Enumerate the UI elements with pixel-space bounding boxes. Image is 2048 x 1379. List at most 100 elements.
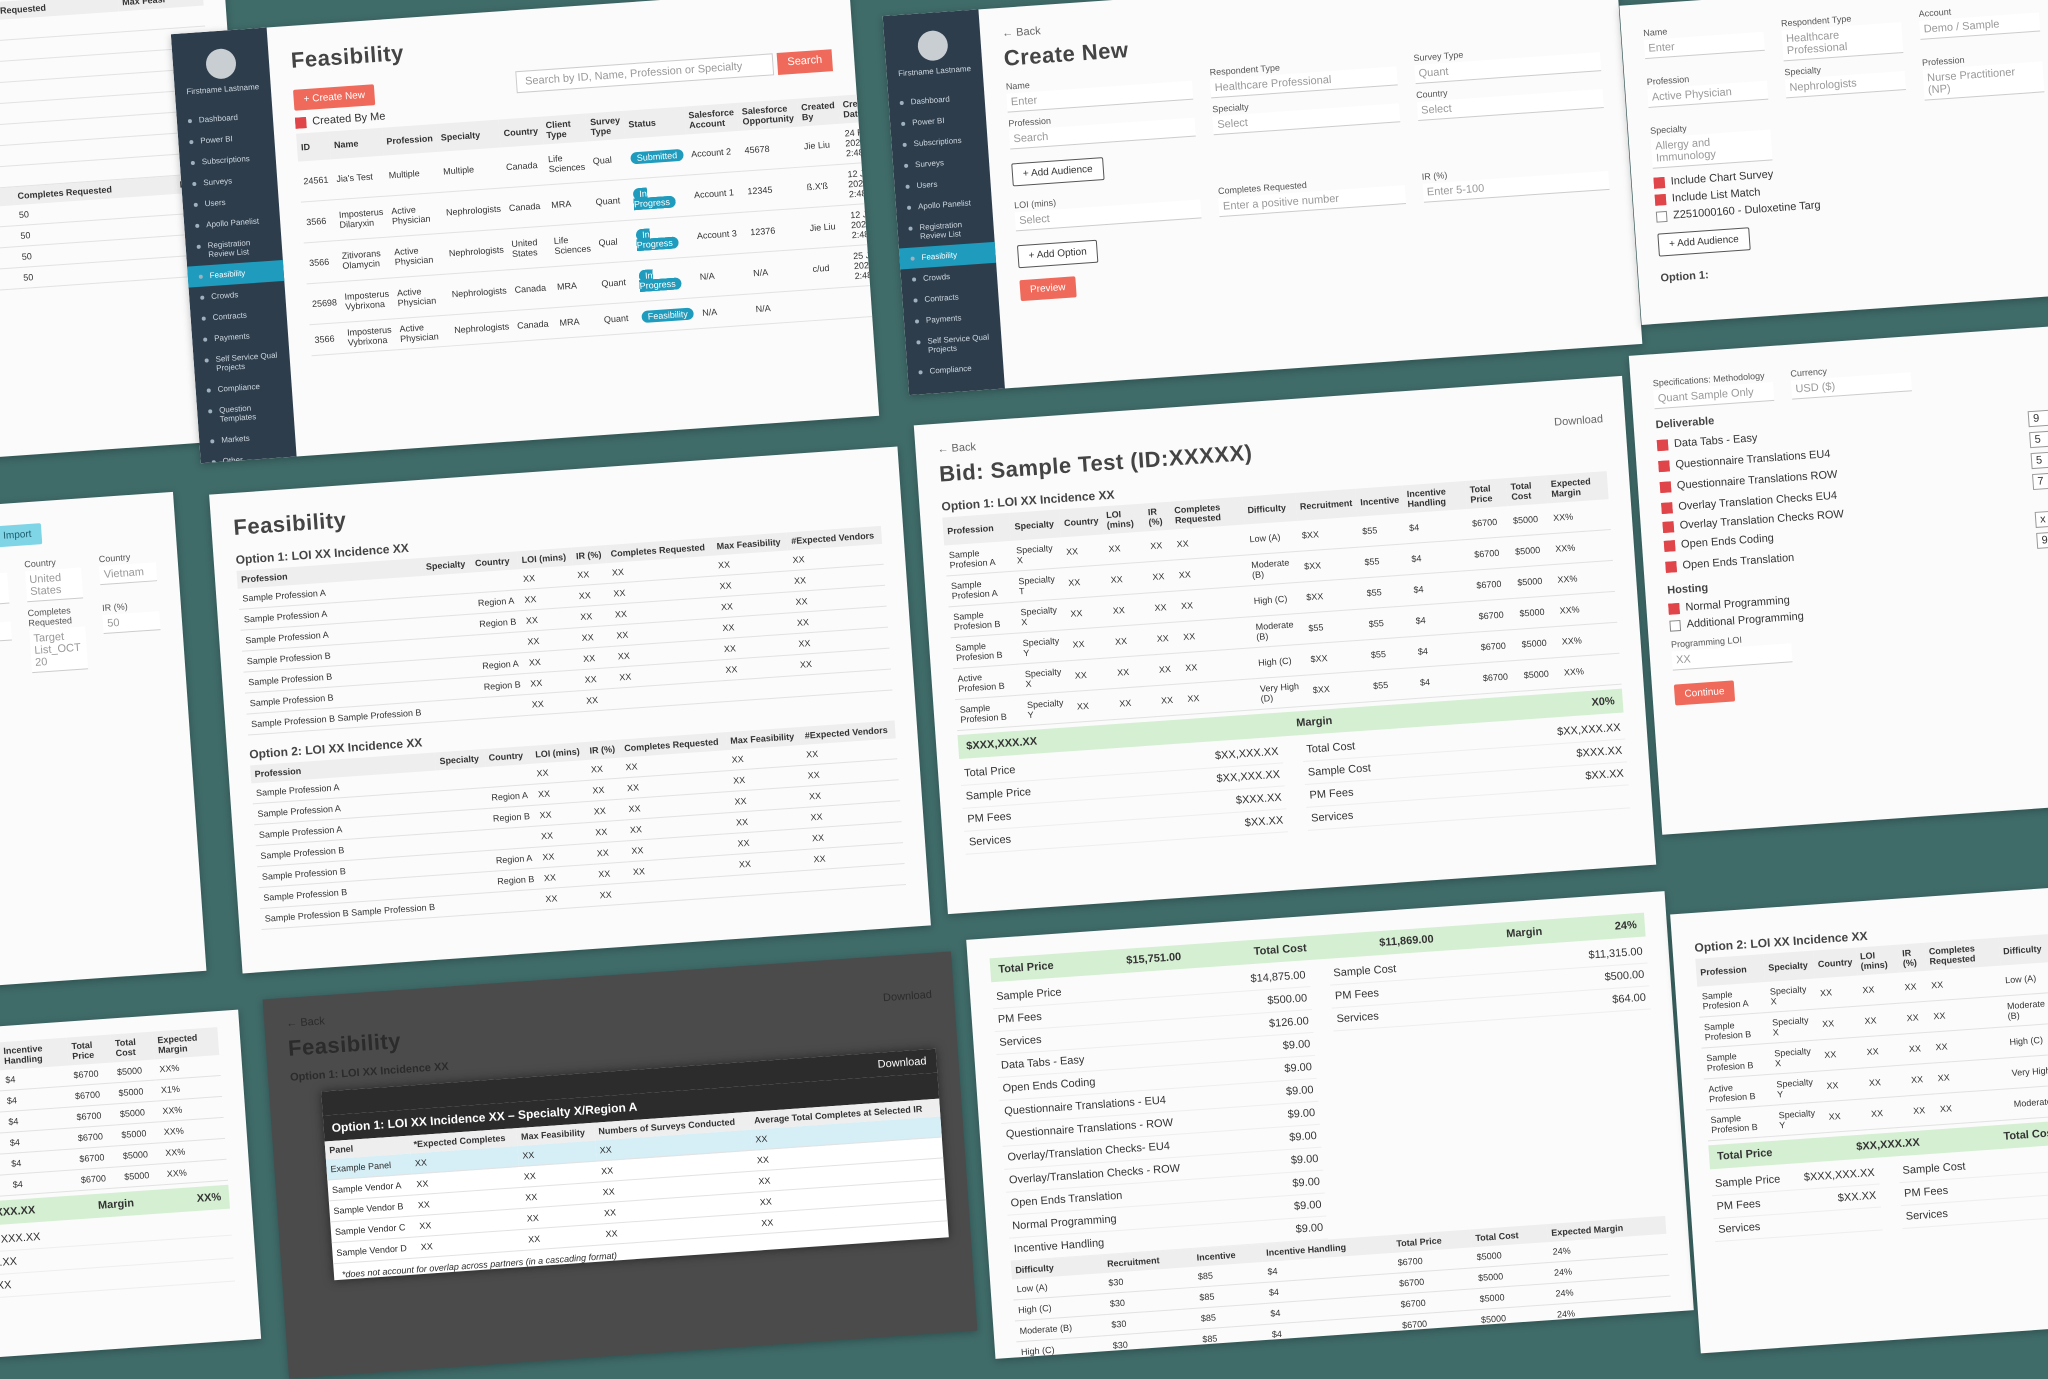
button[interactable]: + Create New — [293, 84, 376, 111]
column-header: Total Cost — [1506, 475, 1549, 507]
table-cell — [444, 892, 496, 917]
summary-text: Services — [1905, 1207, 1949, 1223]
table-cell: XX% — [1554, 591, 1618, 627]
table-cell: Multiple — [383, 151, 441, 197]
checkbox[interactable] — [1669, 619, 1682, 632]
total-text: $11,869.00 — [1378, 933, 1435, 950]
table-cell: 12 Jan 2025 2:48pm — [842, 161, 880, 206]
checkbox[interactable] — [1655, 210, 1668, 223]
table-cell: XX — [1114, 685, 1159, 720]
field-input[interactable]: 50 — [0, 621, 12, 645]
column-header: Specialty — [435, 119, 501, 152]
quantity-input[interactable]: 7 — [2032, 472, 2048, 491]
checkbox[interactable] — [1653, 176, 1666, 189]
form-field: Programming LOI XX — [1671, 631, 1793, 671]
table-cell: Active Physician — [391, 274, 450, 319]
table-cell: 12376 — [744, 207, 808, 254]
form-fields: Name Enter Respondent Type Healthcare Profe… — [1643, 1, 2048, 169]
checkbox[interactable] — [1665, 560, 1677, 573]
column-header: LOI (mins) — [1855, 944, 1900, 976]
table-cell: $6700 — [1473, 598, 1517, 633]
table-cell: XX — [1863, 1064, 1909, 1099]
checkbox[interactable] — [1668, 602, 1680, 615]
button[interactable]: + Add Option — [1016, 239, 1099, 269]
table-cell: XX — [1903, 1032, 1933, 1065]
table-cell: $5000 — [118, 1142, 163, 1167]
column-header: Country — [1059, 506, 1104, 538]
summary-text: $XXX,XXX.XX — [0, 1230, 41, 1248]
total-text: Total Price — [997, 959, 1055, 976]
summary-text: $9.00 — [1282, 1038, 1311, 1053]
summary-text: $64.00 — [1611, 991, 1647, 1006]
checkbox[interactable] — [1663, 539, 1676, 552]
summary-text: $XX,XXX.XX — [1556, 721, 1622, 739]
checkbox[interactable] — [1656, 438, 1669, 451]
checkbox[interactable] — [1654, 193, 1667, 206]
table-cell: Sample Profesion A — [944, 540, 1014, 576]
checkbox[interactable] — [1661, 501, 1673, 514]
button[interactable]: Clipboard Import — [0, 523, 43, 551]
table-cell: XX — [572, 563, 609, 586]
quantity-input[interactable]: 5 — [2030, 451, 2048, 470]
form-field: IR (%)50 — [0, 610, 14, 679]
table-cell: XX — [581, 688, 618, 712]
table-cell: Zitivorans Olamycin — [336, 237, 392, 282]
total-text: $XXX,XXX.XX — [965, 735, 1038, 753]
field-input[interactable]: Nurse Practitioner (NP) — [1922, 61, 2045, 101]
column-header: Survey Type — [585, 110, 626, 142]
table-cell: $6700 — [1400, 1351, 1481, 1359]
column-header: Created By — [796, 95, 840, 127]
checkbox[interactable] — [1658, 459, 1670, 472]
summary-column: Sample Price $14,875.00 PM Fees $500.00 Serv… — [991, 964, 1328, 1262]
table-cell: XX% — [162, 1159, 228, 1185]
table-cell: XX — [1934, 1088, 2011, 1125]
table-cell: 12 Jan 2025 2:48pm — [845, 202, 880, 246]
table-cell: $55 — [1368, 667, 1418, 702]
field-input[interactable]: United States — [24, 567, 84, 603]
field-input[interactable]: Target List_OCT 20 — [28, 626, 89, 674]
table-cell: XX — [1151, 621, 1181, 655]
button[interactable]: Preview — [1019, 276, 1077, 302]
table-cell: Specialty T — [1013, 567, 1066, 603]
quantity-input[interactable]: 9 — [2036, 531, 2048, 549]
quantity-input[interactable]: x — [2034, 510, 2048, 528]
field-input[interactable]: Top Off Survey — [0, 572, 10, 608]
button[interactable]: + Add Audience — [1011, 157, 1105, 187]
table-cell: XX — [1865, 1095, 1911, 1130]
form-field: Specialty Allergy and Immunology — [1650, 118, 1773, 169]
quantity-input[interactable]: 5 — [2029, 430, 2048, 449]
form-field: Completes Requested Enter a positive numb… — [1218, 173, 1406, 218]
button[interactable]: + Add Audience — [1657, 227, 1751, 257]
checkbox[interactable] — [294, 116, 307, 129]
checkbox[interactable] — [1659, 480, 1672, 493]
field-input[interactable]: Allergy and Immunology — [1650, 129, 1773, 169]
table-cell — [494, 888, 543, 914]
table-cell: XX — [540, 885, 597, 910]
table-cell: Sample Profesion B — [1699, 1012, 1770, 1049]
field-input[interactable]: Vietnam — [99, 562, 158, 586]
table-cell: XX — [579, 667, 617, 691]
checkbox-label: Open Ends Translation — [1682, 551, 1795, 572]
table-cell: Low (A) — [1244, 520, 1300, 555]
avatar — [916, 29, 949, 62]
quantity-input[interactable]: 9 — [2027, 409, 2048, 428]
table-cell: Specialty X — [1767, 1008, 1820, 1044]
field-input[interactable]: Healthcare Professional — [1781, 22, 1904, 62]
table-cell: $XX — [1307, 670, 1371, 706]
search-button[interactable]: Search — [776, 49, 834, 75]
user-name: Firstname Lastname — [186, 82, 260, 97]
table-cell: Sample Profesion B — [1705, 1105, 1777, 1141]
table-cell: 3566 — [309, 322, 345, 356]
table-cell: In Progress — [628, 174, 692, 221]
button[interactable]: Continue — [1673, 680, 1736, 706]
table-cell: $5000 — [1514, 595, 1557, 630]
summary-text: PM Fees — [1716, 1197, 1761, 1213]
table-cell: Jie Liu — [804, 205, 849, 249]
summary-text: Sample Price — [965, 786, 1032, 803]
page: Feasibility UI collage {"panels": [ {"bl… — [0, 0, 2048, 1324]
table-cell: Specialty Y — [1771, 1070, 1824, 1106]
total-text: X0% — [1591, 695, 1616, 709]
checkbox[interactable] — [1662, 520, 1675, 533]
field-input[interactable]: 50 — [102, 611, 161, 635]
